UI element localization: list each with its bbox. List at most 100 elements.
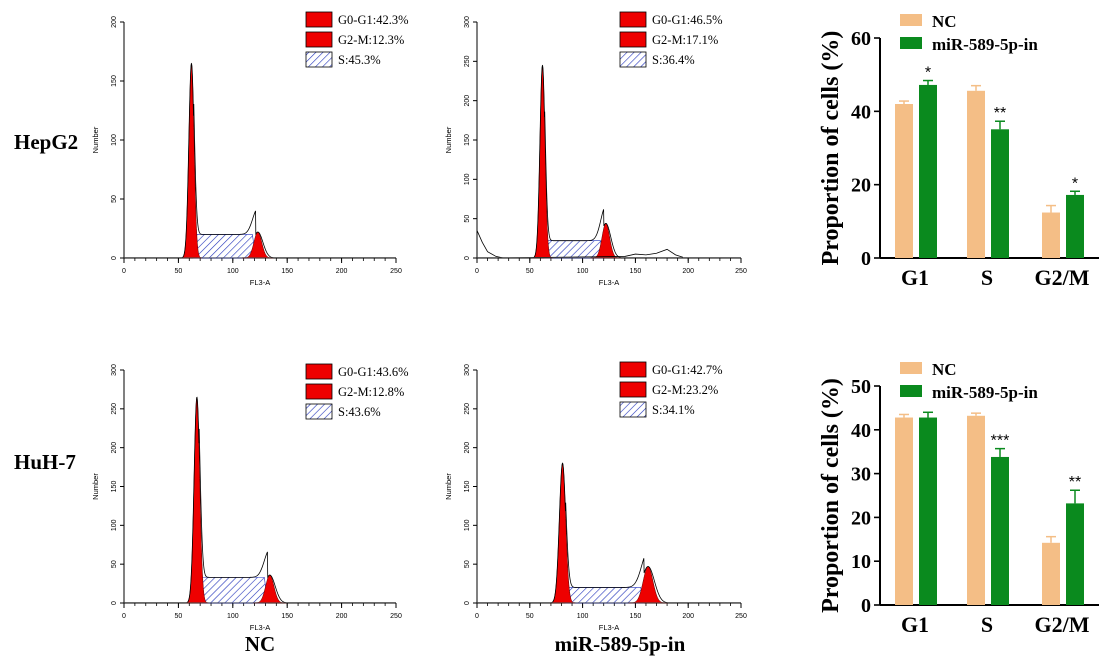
- bar-nc: [967, 90, 985, 258]
- legend-label: G2-M:12.3%: [338, 33, 404, 47]
- row-label-huh7: HuH-7: [14, 450, 76, 474]
- significance-mark: **: [1069, 474, 1081, 491]
- x-tick-label: 100: [577, 613, 589, 620]
- x-tick-label: 100: [227, 268, 239, 275]
- col-label-mir: miR-589-5p-in: [554, 632, 686, 656]
- significance-mark: ***: [991, 433, 1010, 450]
- y-tick-label: 0: [464, 601, 471, 605]
- y-tick-label: 100: [111, 519, 118, 531]
- y-axis-label: Number: [91, 126, 100, 153]
- row-label-hepg2: HepG2: [14, 130, 79, 154]
- y-tick-label: 200: [464, 442, 471, 454]
- x-tick-label: 150: [630, 613, 642, 620]
- histogram-hepg2-nc: 0 50 100 150 200 250 0 50 100 150 200 FL3-A Number G0…: [91, 11, 408, 287]
- x-tick-label: 150: [630, 268, 642, 275]
- legend-label: G2-M:17.1%: [652, 33, 718, 47]
- s-phase-region: [198, 577, 268, 604]
- bar-mir: [919, 84, 937, 258]
- legend-swatch: [619, 361, 647, 378]
- bar-mir: [991, 129, 1009, 258]
- y-tick-label: 50: [851, 376, 871, 398]
- legend-label: G2-M:23.2%: [652, 383, 718, 397]
- legend-label: S:45.3%: [338, 53, 381, 67]
- y-tick-label: 300: [464, 16, 471, 28]
- legend-swatch: [900, 37, 922, 49]
- x-tick-label: 250: [390, 613, 402, 620]
- histogram-huh7-mir: 0 50 100 150 200 250 0 50 100 150 200 250 300 FL3-A Nu…: [444, 361, 747, 632]
- y-tick-label: 250: [464, 403, 471, 415]
- significance-mark: **: [994, 105, 1006, 122]
- y-tick-label: 20: [851, 507, 871, 529]
- g1-peak: [532, 64, 553, 259]
- x-tick-label: G2/M: [1035, 265, 1090, 290]
- y-axis-label: Proportion of cells (%): [818, 31, 844, 266]
- bar-mir: [919, 417, 937, 605]
- y-tick-label: 300: [464, 364, 471, 376]
- x-axis-label: FL3-A: [250, 623, 270, 632]
- legend: NC miR-589-5p-in: [900, 360, 1038, 402]
- bar-mir: [991, 456, 1009, 605]
- legend-swatch: [305, 403, 333, 420]
- legend-label: NC: [932, 360, 957, 379]
- x-axis-label: FL3-A: [599, 278, 619, 287]
- bar-chart-hepg2: 0 20 40 60 Proportion of cells (%) G1 * S ** G2/M…: [818, 12, 1099, 290]
- y-tick-label: 0: [111, 256, 118, 260]
- x-tick-label: G2/M: [1035, 612, 1090, 637]
- x-tick-label: 250: [390, 268, 402, 275]
- legend: NC miR-589-5p-in: [900, 12, 1038, 54]
- x-tick-label: S: [981, 265, 993, 290]
- x-axis-label: FL3-A: [250, 278, 270, 287]
- significance-mark: *: [925, 65, 931, 82]
- s-phase-region: [193, 234, 256, 259]
- x-tick-label: 0: [122, 613, 126, 620]
- y-tick-label: 30: [851, 464, 871, 486]
- legend-swatch: [619, 51, 647, 68]
- x-tick-label: 250: [735, 613, 747, 620]
- legend-swatch: [900, 385, 922, 397]
- x-tick-label: S: [981, 612, 993, 637]
- legend-label: S:34.1%: [652, 403, 695, 417]
- y-tick-label: 60: [851, 28, 871, 50]
- y-tick-label: 50: [464, 560, 471, 568]
- legend-swatch: [305, 51, 333, 68]
- x-tick-label: 200: [682, 268, 694, 275]
- g1-peak: [549, 462, 576, 604]
- legend-label: miR-589-5p-in: [932, 35, 1038, 54]
- s-phase-region: [544, 240, 605, 259]
- y-tick-label: 50: [111, 195, 118, 203]
- y-tick-label: 0: [464, 256, 471, 260]
- legend-label: S:36.4%: [652, 53, 695, 67]
- legend-swatch: [305, 11, 333, 28]
- bar-mir: [1066, 503, 1084, 605]
- legend-swatch: [900, 14, 922, 26]
- s-phase-region: [565, 587, 645, 604]
- legend-swatch: [305, 363, 333, 380]
- significance-mark: *: [1072, 175, 1078, 192]
- y-axis-label: Number: [444, 473, 453, 500]
- bar-mir: [1066, 194, 1084, 258]
- legend-swatch: [305, 383, 333, 400]
- x-tick-label: 0: [475, 613, 479, 620]
- y-tick-label: 150: [464, 134, 471, 146]
- legend: G0-G1:43.6% G2-M:12.8% S:43.6%: [305, 363, 408, 420]
- y-tick-label: 0: [111, 601, 118, 605]
- bar-nc: [1042, 212, 1060, 258]
- x-tick-label: 100: [577, 268, 589, 275]
- x-tick-label: 200: [336, 268, 348, 275]
- legend-swatch: [900, 362, 922, 374]
- x-tick-label: 100: [227, 613, 239, 620]
- legend-swatch: [619, 381, 647, 398]
- legend-label: G0-G1:43.6%: [338, 365, 408, 379]
- y-tick-label: 200: [111, 16, 118, 28]
- x-axis-label: FL3-A: [599, 623, 619, 632]
- y-tick-label: 40: [851, 101, 871, 123]
- y-tick-label: 0: [861, 248, 871, 270]
- x-tick-label: 0: [475, 268, 479, 275]
- y-tick-label: 200: [464, 95, 471, 107]
- legend-label: miR-589-5p-in: [932, 383, 1038, 402]
- legend-swatch: [619, 11, 647, 28]
- y-tick-label: 20: [851, 175, 871, 197]
- legend-label: G0-G1:46.5%: [652, 13, 722, 27]
